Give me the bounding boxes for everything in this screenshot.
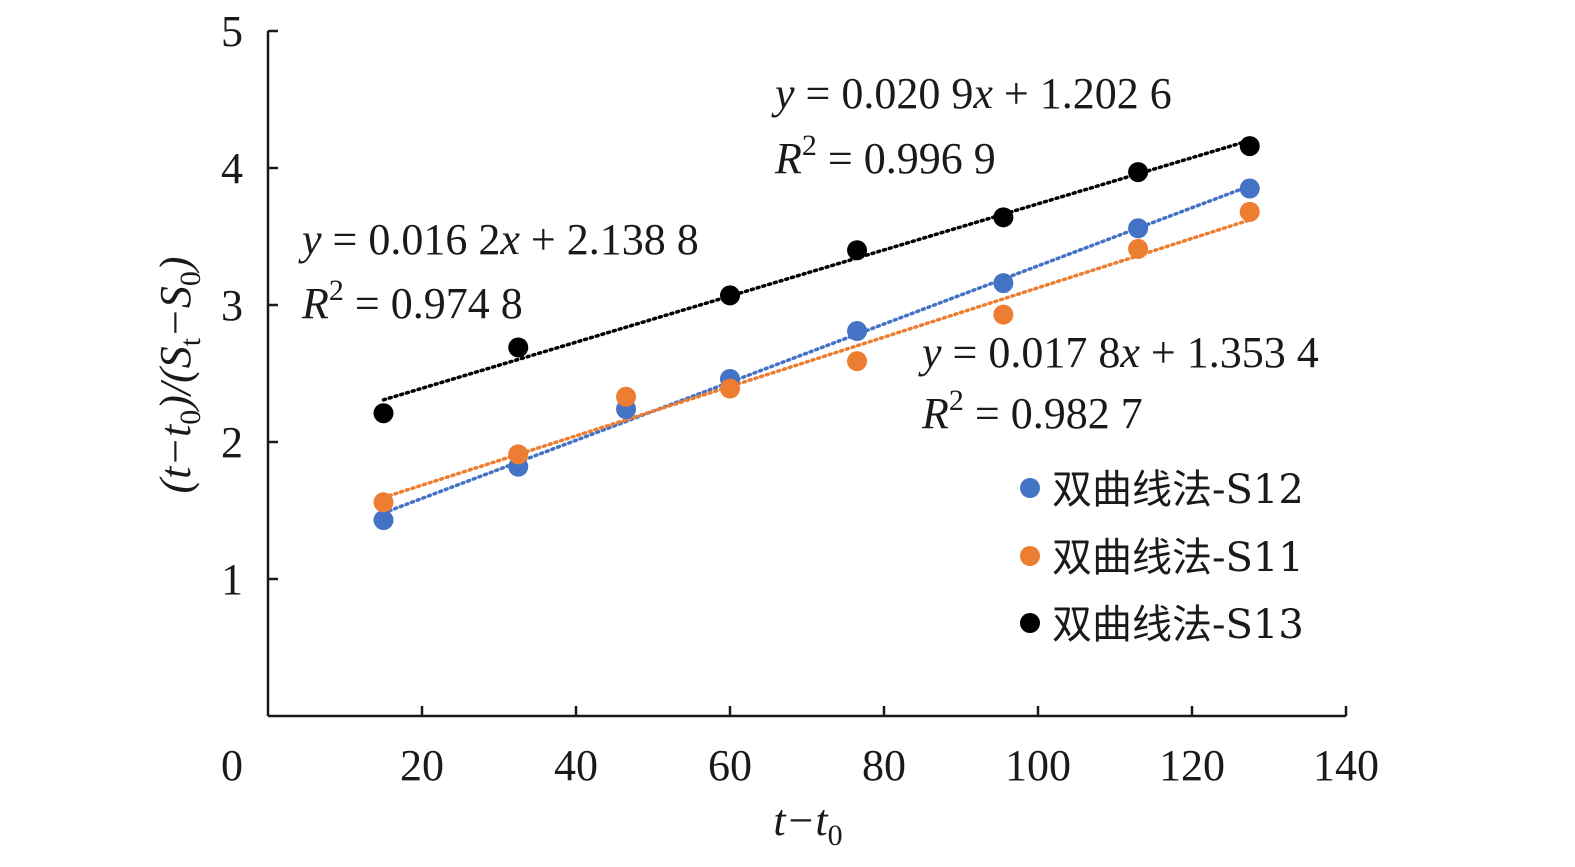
data-point-s1-6 <box>1128 238 1149 259</box>
legend-item-s12: 双曲线法-S12 <box>1020 467 1304 513</box>
data-point-s1-4 <box>847 351 868 372</box>
legend-label-s13: 双曲线法-S13 <box>1052 602 1304 648</box>
legend-label-s12: 双曲线法-S12 <box>1052 467 1304 513</box>
data-point-s2-6 <box>1239 136 1260 157</box>
data-point-s0-7 <box>1239 178 1260 199</box>
legend-item-s13: 双曲线法-S13 <box>1020 602 1304 648</box>
legend-marker-s11 <box>1020 546 1040 566</box>
data-point-s1-5 <box>993 304 1014 325</box>
trendline-2 <box>381 138 1252 402</box>
data-point-s0-6 <box>1128 218 1149 239</box>
x-tick-label: 80 <box>862 741 906 790</box>
y-tick-label: 1 <box>221 555 243 604</box>
data-point-s0-0 <box>373 510 394 531</box>
data-point-s0-4 <box>847 321 868 342</box>
x-ticks: 0 20 40 60 80 100 120 140 <box>221 706 1379 790</box>
y-axis-title: (t−t0)/(St−S0) <box>151 256 207 493</box>
x-axis-title: t−t0 <box>773 796 842 852</box>
data-point-s2-2 <box>720 285 740 306</box>
equation-s12: y = 0.020 9x + 1.202 6 R2 = 0.996 9 <box>771 69 1172 183</box>
data-point-s0-5 <box>993 273 1014 294</box>
data-point-s1-1 <box>508 444 529 465</box>
data-point-s1-0 <box>373 492 394 513</box>
legend-marker-s13 <box>1020 613 1040 633</box>
x-tick-label: 0 <box>221 741 243 790</box>
y-tick-label: 3 <box>221 281 243 330</box>
data-point-s2-4 <box>993 207 1014 228</box>
data-point-s2-5 <box>1128 162 1149 183</box>
trendline-1 <box>381 218 1252 500</box>
data-point-s1-3 <box>720 378 740 399</box>
svg-text:y = 0.017 8x + 1.353 4: y = 0.017 8x + 1.353 4 <box>918 328 1319 377</box>
y-ticks: 1 2 3 4 5 <box>221 7 278 604</box>
x-tick-label: 120 <box>1159 741 1225 790</box>
y-tick-label: 5 <box>221 7 243 56</box>
equation-s11: y = 0.017 8x + 1.353 4 R2 = 0.982 7 <box>918 328 1319 438</box>
y-tick-label: 4 <box>221 144 243 193</box>
x-tick-label: 100 <box>1005 741 1071 790</box>
legend-marker-s12 <box>1020 478 1040 498</box>
svg-text:y = 0.020 9x + 1.202 6: y = 0.020 9x + 1.202 6 <box>771 69 1172 118</box>
legend: 双曲线法-S12 双曲线法-S11 双曲线法-S13 <box>1020 467 1304 648</box>
svg-text:R2 = 0.996 9: R2 = 0.996 9 <box>774 129 996 183</box>
data-points <box>373 136 1260 531</box>
trendlines <box>381 138 1252 515</box>
x-tick-label: 60 <box>708 741 752 790</box>
equation-s13: y = 0.016 2x + 2.138 8 R2 = 0.974 8 <box>298 215 699 328</box>
x-tick-label: 140 <box>1313 741 1379 790</box>
data-point-s2-3 <box>847 240 868 261</box>
data-point-s1-7 <box>1239 201 1260 222</box>
x-tick-label: 40 <box>554 741 598 790</box>
y-tick-label: 2 <box>221 418 243 467</box>
data-point-s1-2 <box>616 386 637 407</box>
legend-item-s11: 双曲线法-S11 <box>1020 535 1304 581</box>
svg-text:R2 = 0.974 8: R2 = 0.974 8 <box>301 274 523 328</box>
x-tick-label: 20 <box>400 741 444 790</box>
trendline-0 <box>381 184 1252 515</box>
svg-text:R2 = 0.982 7: R2 = 0.982 7 <box>921 384 1143 438</box>
data-point-s2-1 <box>508 337 529 358</box>
data-point-s2-0 <box>373 403 394 424</box>
legend-label-s11: 双曲线法-S11 <box>1052 535 1304 581</box>
svg-text:y = 0.016 2x + 2.138 8: y = 0.016 2x + 2.138 8 <box>298 215 699 264</box>
